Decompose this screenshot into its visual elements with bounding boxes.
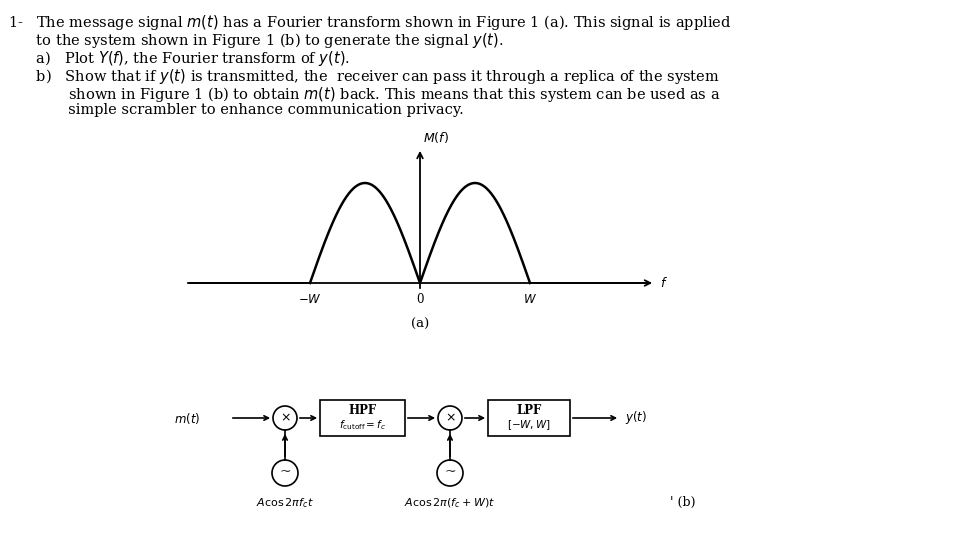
Text: $\times$: $\times$ (280, 411, 291, 425)
Text: 1-   The message signal $m(t)$ has a Fourier transform shown in Figure 1 (a). Th: 1- The message signal $m(t)$ has a Fouri… (8, 13, 731, 32)
Text: $W$: $W$ (523, 293, 537, 306)
Text: $m(t)$: $m(t)$ (174, 410, 200, 425)
Text: $\times$: $\times$ (445, 411, 455, 425)
Text: 0: 0 (416, 293, 424, 306)
Text: LPF: LPF (517, 404, 542, 418)
Text: to the system shown in Figure 1 (b) to generate the signal $y(t)$.: to the system shown in Figure 1 (b) to g… (8, 31, 503, 50)
Text: $[-W, W]$: $[-W, W]$ (507, 418, 551, 432)
Text: HPF: HPF (348, 404, 376, 418)
Text: $A \cos 2\pi(f_c + W)t$: $A \cos 2\pi(f_c + W)t$ (405, 496, 495, 510)
FancyBboxPatch shape (488, 400, 570, 436)
Text: shown in Figure 1 (b) to obtain $m(t)$ back. This means that this system can be : shown in Figure 1 (b) to obtain $m(t)$ b… (8, 85, 721, 104)
Text: $f$: $f$ (660, 276, 668, 290)
Text: ~: ~ (445, 465, 456, 479)
Text: (a): (a) (410, 318, 429, 331)
Text: $A \cos 2\pi f_c t$: $A \cos 2\pi f_c t$ (256, 496, 314, 510)
Text: a)   Plot $Y(f)$, the Fourier transform of $y(t)$.: a) Plot $Y(f)$, the Fourier transform of… (8, 49, 350, 68)
Text: ~: ~ (279, 465, 291, 479)
FancyBboxPatch shape (320, 400, 405, 436)
Text: $-W$: $-W$ (298, 293, 322, 306)
Text: ' (b): ' (b) (670, 496, 695, 509)
Text: simple scrambler to enhance communication privacy.: simple scrambler to enhance communicatio… (8, 103, 464, 117)
Text: $f_{\mathrm{cutoff}} = f_c$: $f_{\mathrm{cutoff}} = f_c$ (339, 418, 386, 432)
Text: $y(t)$: $y(t)$ (625, 410, 647, 426)
Text: b)   Show that if $y(t)$ is transmitted, the  receiver can pass it through a rep: b) Show that if $y(t)$ is transmitted, t… (8, 67, 720, 86)
Text: $M(f)$: $M(f)$ (423, 130, 448, 145)
